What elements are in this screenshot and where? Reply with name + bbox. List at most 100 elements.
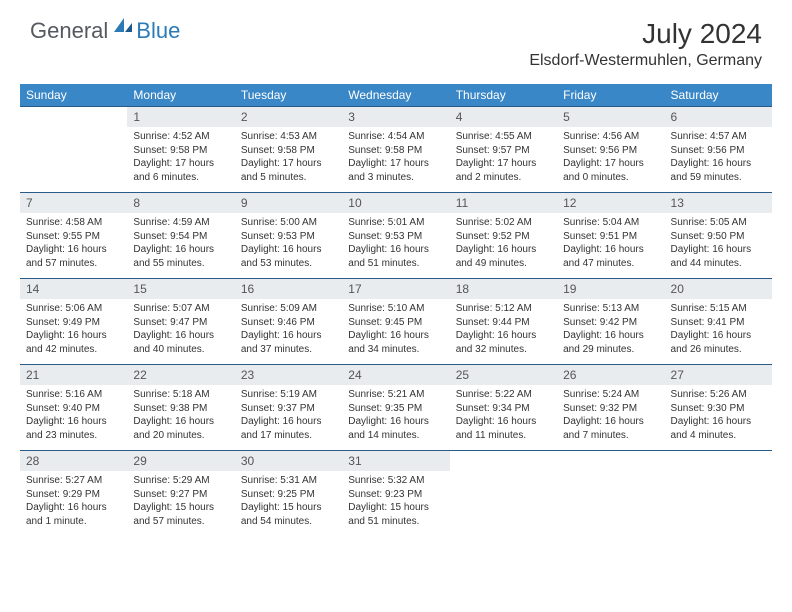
calendar-day-cell: 29Sunrise: 5:29 AMSunset: 9:27 PMDayligh… [127, 451, 234, 537]
sunset-text: Sunset: 9:55 PM [26, 230, 121, 244]
day-details: Sunrise: 5:04 AMSunset: 9:51 PMDaylight:… [557, 213, 664, 278]
daylight-text: Daylight: 16 hours and 14 minutes. [348, 415, 443, 442]
calendar-day-cell: 28Sunrise: 5:27 AMSunset: 9:29 PMDayligh… [20, 451, 127, 537]
day-details: Sunrise: 5:31 AMSunset: 9:25 PMDaylight:… [235, 471, 342, 536]
day-details [557, 457, 664, 515]
sunrise-text: Sunrise: 5:09 AM [241, 302, 336, 316]
sunset-text: Sunset: 9:35 PM [348, 402, 443, 416]
day-details: Sunrise: 5:09 AMSunset: 9:46 PMDaylight:… [235, 299, 342, 364]
sunset-text: Sunset: 9:40 PM [26, 402, 121, 416]
day-number: 29 [127, 451, 234, 471]
sunset-text: Sunset: 9:51 PM [563, 230, 658, 244]
dow-saturday: Saturday [665, 84, 772, 107]
sunset-text: Sunset: 9:41 PM [671, 316, 766, 330]
calendar-table: Sunday Monday Tuesday Wednesday Thursday… [20, 84, 772, 536]
daylight-text: Daylight: 16 hours and 20 minutes. [133, 415, 228, 442]
day-number: 18 [450, 279, 557, 299]
calendar-day-cell: 9Sunrise: 5:00 AMSunset: 9:53 PMDaylight… [235, 193, 342, 279]
calendar-day-cell: 12Sunrise: 5:04 AMSunset: 9:51 PMDayligh… [557, 193, 664, 279]
day-number: 23 [235, 365, 342, 385]
calendar-day-cell: 21Sunrise: 5:16 AMSunset: 9:40 PMDayligh… [20, 365, 127, 451]
day-number: 26 [557, 365, 664, 385]
day-number: 11 [450, 193, 557, 213]
daylight-text: Daylight: 16 hours and 42 minutes. [26, 329, 121, 356]
sunset-text: Sunset: 9:54 PM [133, 230, 228, 244]
calendar-day-cell: 16Sunrise: 5:09 AMSunset: 9:46 PMDayligh… [235, 279, 342, 365]
daylight-text: Daylight: 16 hours and 47 minutes. [563, 243, 658, 270]
sunrise-text: Sunrise: 4:56 AM [563, 130, 658, 144]
sunset-text: Sunset: 9:34 PM [456, 402, 551, 416]
sunrise-text: Sunrise: 5:12 AM [456, 302, 551, 316]
sunset-text: Sunset: 9:56 PM [671, 144, 766, 158]
sunset-text: Sunset: 9:45 PM [348, 316, 443, 330]
day-number: 15 [127, 279, 234, 299]
day-number: 3 [342, 107, 449, 127]
calendar-day-cell: 4Sunrise: 4:55 AMSunset: 9:57 PMDaylight… [450, 107, 557, 193]
sunrise-text: Sunrise: 4:55 AM [456, 130, 551, 144]
daylight-text: Daylight: 16 hours and 53 minutes. [241, 243, 336, 270]
calendar-day-cell: 14Sunrise: 5:06 AMSunset: 9:49 PMDayligh… [20, 279, 127, 365]
sunrise-text: Sunrise: 5:00 AM [241, 216, 336, 230]
day-number: 20 [665, 279, 772, 299]
sunrise-text: Sunrise: 5:21 AM [348, 388, 443, 402]
day-number: 12 [557, 193, 664, 213]
sunset-text: Sunset: 9:56 PM [563, 144, 658, 158]
calendar-day-cell: 6Sunrise: 4:57 AMSunset: 9:56 PMDaylight… [665, 107, 772, 193]
calendar-day-cell [557, 451, 664, 537]
day-details: Sunrise: 4:55 AMSunset: 9:57 PMDaylight:… [450, 127, 557, 192]
sunrise-text: Sunrise: 5:22 AM [456, 388, 551, 402]
day-details: Sunrise: 5:19 AMSunset: 9:37 PMDaylight:… [235, 385, 342, 450]
day-details: Sunrise: 4:54 AMSunset: 9:58 PMDaylight:… [342, 127, 449, 192]
daylight-text: Daylight: 15 hours and 57 minutes. [133, 501, 228, 528]
calendar-week-row: 28Sunrise: 5:27 AMSunset: 9:29 PMDayligh… [20, 451, 772, 537]
sunset-text: Sunset: 9:42 PM [563, 316, 658, 330]
month-title: July 2024 [529, 18, 762, 50]
day-details: Sunrise: 5:22 AMSunset: 9:34 PMDaylight:… [450, 385, 557, 450]
sunrise-text: Sunrise: 5:31 AM [241, 474, 336, 488]
daylight-text: Daylight: 16 hours and 26 minutes. [671, 329, 766, 356]
day-details: Sunrise: 5:32 AMSunset: 9:23 PMDaylight:… [342, 471, 449, 536]
daylight-text: Daylight: 17 hours and 6 minutes. [133, 157, 228, 184]
sunrise-text: Sunrise: 5:01 AM [348, 216, 443, 230]
day-number: 8 [127, 193, 234, 213]
calendar-day-cell: 20 Sunrise: 5:15 AMSunset: 9:41 PMDayligh… [665, 279, 772, 365]
daylight-text: Daylight: 16 hours and 37 minutes. [241, 329, 336, 356]
daylight-text: Daylight: 16 hours and 57 minutes. [26, 243, 121, 270]
sunrise-text: Sunrise: 4:54 AM [348, 130, 443, 144]
calendar-day-cell: 17Sunrise: 5:10 AMSunset: 9:45 PMDayligh… [342, 279, 449, 365]
sunrise-text: Sunrise: 5:15 AM [671, 302, 766, 316]
sunset-text: Sunset: 9:50 PM [671, 230, 766, 244]
day-number: 7 [20, 193, 127, 213]
day-number: 31 [342, 451, 449, 471]
sunrise-text: Sunrise: 5:19 AM [241, 388, 336, 402]
dow-tuesday: Tuesday [235, 84, 342, 107]
daylight-text: Daylight: 16 hours and 49 minutes. [456, 243, 551, 270]
sunrise-text: Sunrise: 5:07 AM [133, 302, 228, 316]
calendar-day-cell: 23Sunrise: 5:19 AMSunset: 9:37 PMDayligh… [235, 365, 342, 451]
daylight-text: Daylight: 16 hours and 17 minutes. [241, 415, 336, 442]
sunset-text: Sunset: 9:37 PM [241, 402, 336, 416]
calendar-day-cell: 18Sunrise: 5:12 AMSunset: 9:44 PMDayligh… [450, 279, 557, 365]
day-number: 27 [665, 365, 772, 385]
location-label: Elsdorf-Westermuhlen, Germany [529, 52, 762, 70]
calendar-day-cell [20, 107, 127, 193]
daylight-text: Daylight: 16 hours and 23 minutes. [26, 415, 121, 442]
day-details: Sunrise: 5:26 AMSunset: 9:30 PMDaylight:… [665, 385, 772, 450]
sunset-text: Sunset: 9:46 PM [241, 316, 336, 330]
calendar-day-cell: 11Sunrise: 5:02 AMSunset: 9:52 PMDayligh… [450, 193, 557, 279]
sunrise-text: Sunrise: 4:59 AM [133, 216, 228, 230]
day-details: Sunrise: 5:13 AMSunset: 9:42 PMDaylight:… [557, 299, 664, 364]
daylight-text: Daylight: 17 hours and 3 minutes. [348, 157, 443, 184]
day-details: Sunrise: 4:52 AMSunset: 9:58 PMDaylight:… [127, 127, 234, 192]
sunset-text: Sunset: 9:23 PM [348, 488, 443, 502]
calendar-week-row: 21Sunrise: 5:16 AMSunset: 9:40 PMDayligh… [20, 365, 772, 451]
sunrise-text: Sunrise: 5:29 AM [133, 474, 228, 488]
day-number: 22 [127, 365, 234, 385]
daylight-text: Daylight: 17 hours and 0 minutes. [563, 157, 658, 184]
daylight-text: Daylight: 17 hours and 2 minutes. [456, 157, 551, 184]
sunset-text: Sunset: 9:52 PM [456, 230, 551, 244]
dow-wednesday: Wednesday [342, 84, 449, 107]
daylight-text: Daylight: 16 hours and 1 minute. [26, 501, 121, 528]
day-number: 5 [557, 107, 664, 127]
calendar-day-cell: 26Sunrise: 5:24 AMSunset: 9:32 PMDayligh… [557, 365, 664, 451]
